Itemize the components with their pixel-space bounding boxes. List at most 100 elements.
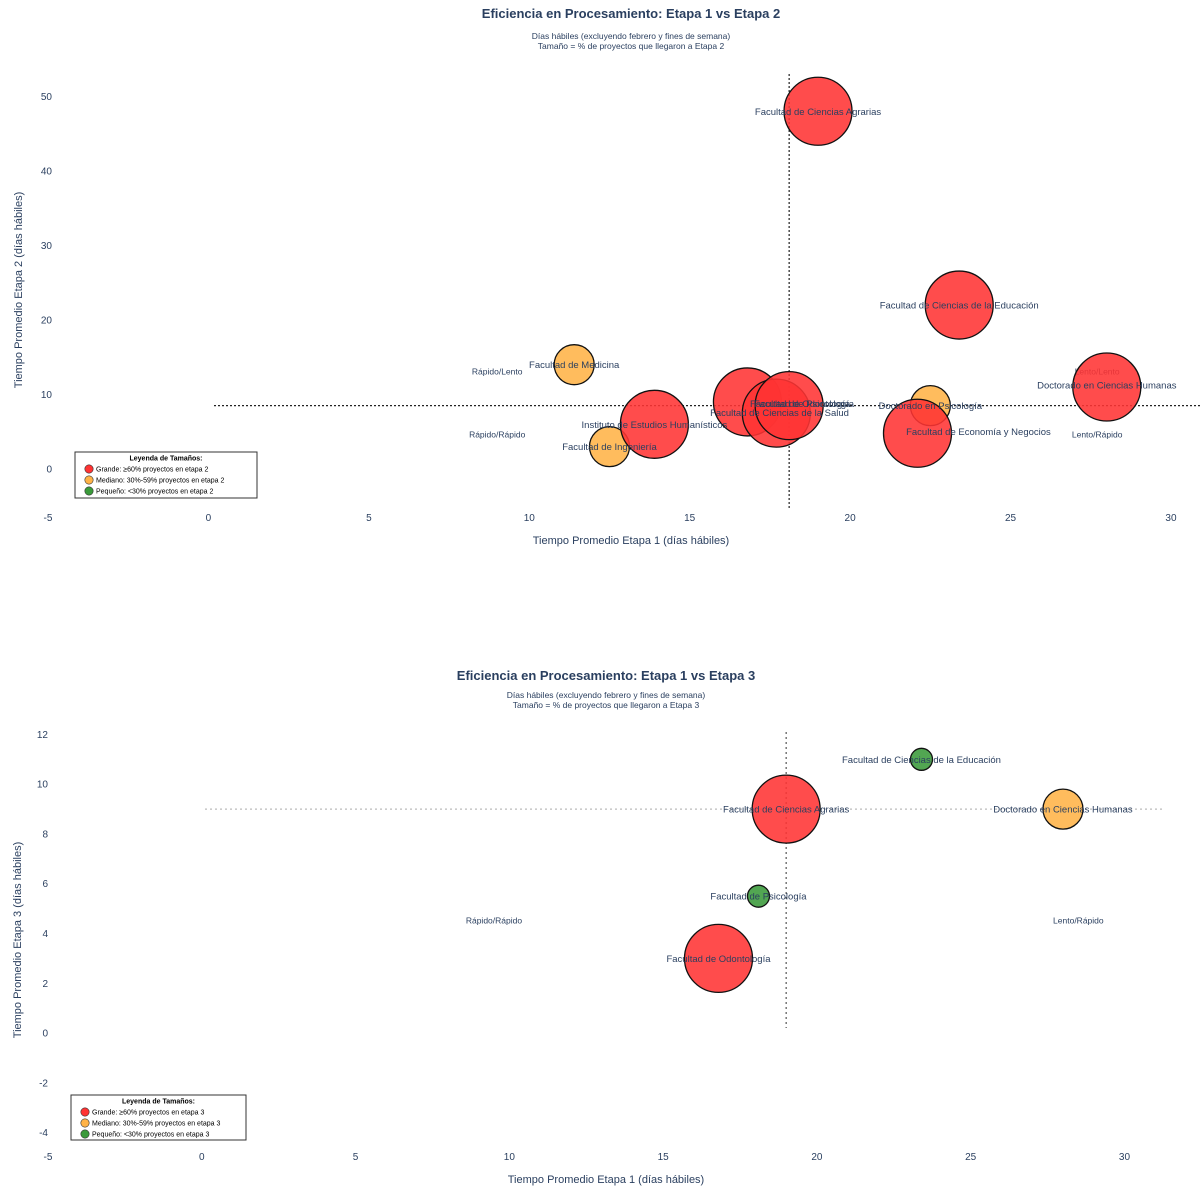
y-tick-label: 20 <box>41 315 53 326</box>
x-tick-label: 30 <box>1165 513 1177 524</box>
y-tick-label: 10 <box>37 780 49 791</box>
bubble-labels: Facultad de Ciencias Agrarias Facultad de… <box>529 107 1177 453</box>
bubble-point <box>882 398 953 468</box>
bubble-point <box>553 344 595 386</box>
chart-subtitle-line-2: Tamaño = % de proyectos que llegaron a E… <box>538 41 725 51</box>
bubbles <box>683 747 1084 994</box>
x-tick-label: 0 <box>199 1152 205 1163</box>
chart-subtitle-line-1: Días hábiles (excluyendo febrero y fines… <box>532 31 731 41</box>
y-tick-label: 2 <box>42 979 48 990</box>
x-tick-label: 10 <box>524 513 536 524</box>
chart-etapa1-vs-etapa3: Eficiencia en Procesamiento: Etapa 1 vs … <box>12 668 1165 1186</box>
bubble-label: Facultad de Ciencias de la Educación <box>880 301 1039 312</box>
bubble-point <box>924 270 994 340</box>
x-tick-label: 15 <box>658 1152 670 1163</box>
x-tick-label: 15 <box>684 513 696 524</box>
legend-item-label: Grande: ≥60% proyectos en etapa 3 <box>92 1110 205 1117</box>
legend-marker <box>80 1107 90 1117</box>
chart-subtitle-line-1: Días hábiles (excluyendo febrero y fines… <box>507 690 706 700</box>
x-tick-label: -5 <box>44 1152 53 1163</box>
y-tick-label: -4 <box>39 1128 48 1139</box>
x-tick-label: 0 <box>206 513 212 524</box>
legend-marker <box>80 1118 90 1128</box>
quadrant-label: Rápido/Rápido <box>469 430 526 440</box>
bubble-label: Facultad de Ciencias de la Salud <box>710 408 849 419</box>
legend-title: Leyenda de Tamaños: <box>129 456 202 463</box>
legend-marker <box>84 475 94 485</box>
bubble-point <box>746 884 771 908</box>
y-tick-label: 10 <box>41 390 53 401</box>
chart-title: Eficiencia en Procesamiento: Etapa 1 vs … <box>457 668 755 683</box>
chart-subtitle-line-2: Tamaño = % de proyectos que llegaron a E… <box>513 700 700 710</box>
y-tick-label: 50 <box>41 92 53 103</box>
x-tick-label: 30 <box>1119 1152 1131 1163</box>
x-tick-label: 5 <box>366 513 372 524</box>
reference-lines <box>214 74 1201 510</box>
y-tick-label: 8 <box>42 829 48 840</box>
bubble-point <box>1042 788 1084 830</box>
bubble-label: Doctorado en Ciencias Humanas <box>993 805 1133 816</box>
x-tick-label: 10 <box>504 1152 516 1163</box>
x-tick-label: 20 <box>845 513 857 524</box>
x-tick-label: 25 <box>965 1152 977 1163</box>
bubble-label: Facultad de Ciencias de la Educación <box>842 755 1001 766</box>
x-axis-title: Tiempo Promedio Etapa 1 (días hábiles) <box>533 535 729 547</box>
chart-title: Eficiencia en Procesamiento: Etapa 1 vs … <box>482 6 780 21</box>
quadrant-label: Lento/Rápido <box>1072 430 1123 440</box>
legend-box <box>74 451 258 499</box>
bubble-label: Doctorado en Psicología <box>879 401 983 412</box>
legend-item-label: Mediano: 30%-59% proyectos en etapa 3 <box>92 1121 221 1128</box>
y-tick-label: 0 <box>46 465 52 476</box>
bubble-label: Facultad de Odontología <box>750 399 855 410</box>
bubble-point <box>683 923 754 994</box>
legend-item-label: Grande: ≥60% proyectos en etapa 2 <box>96 467 209 474</box>
bubble-label: Facultad de Ingeniería <box>562 442 657 453</box>
bubble-point <box>783 76 853 146</box>
y-ticks: -4 -2 0 2 4 6 8 10 12 <box>37 730 49 1139</box>
quadrant-label: Lento/Rápido <box>1053 916 1104 926</box>
x-ticks: -5 0 5 10 15 20 25 30 <box>44 1152 1131 1163</box>
bubbles <box>553 76 1142 468</box>
y-axis-title: Tiempo Promedio Etapa 3 (días hábiles) <box>12 842 24 1038</box>
y-tick-label: 4 <box>42 929 48 940</box>
legend-marker <box>84 464 94 474</box>
legend-item-label: Mediano: 30%-59% proyectos en etapa 2 <box>96 478 225 485</box>
bubble-label: Facultad de Medicina <box>529 360 620 371</box>
x-tick-label: -5 <box>44 513 53 524</box>
bubble-label: Facultad de Ciencias Agrarias <box>755 107 881 118</box>
y-axis-title: Tiempo Promedio Etapa 2 (días hábiles) <box>13 192 25 388</box>
bubble-point <box>754 371 824 441</box>
bubble-point <box>751 774 821 844</box>
bubble-label: Facultad de Psicología <box>754 399 851 410</box>
quadrant-label: Rápido/Rápido <box>466 916 523 926</box>
y-tick-label: 0 <box>42 1029 48 1040</box>
bubble-labels: Facultad de Ciencias de la Educación Facu… <box>666 755 1132 965</box>
chart-etapa1-vs-etapa2: Eficiencia en Procesamiento: Etapa 1 vs … <box>13 6 1201 547</box>
legend-item-label: Pequeño: <30% proyectos en etapa 2 <box>96 489 213 496</box>
bubble-label: Facultad de Ciencias Agrarias <box>723 805 849 816</box>
bubble-point <box>1072 352 1142 422</box>
bubble-label: Facultad de Odontología <box>666 954 771 965</box>
size-legend: Leyenda de Tamaños: Grande: ≥60% proyecto… <box>70 1094 247 1141</box>
reference-lines <box>205 732 1165 1028</box>
y-tick-label: -2 <box>39 1078 48 1089</box>
legend-marker <box>84 486 94 496</box>
y-tick-label: 6 <box>42 879 48 890</box>
bubble-point <box>619 389 690 459</box>
bubble-point <box>909 747 934 771</box>
y-tick-label: 12 <box>37 730 49 741</box>
legend-item-label: Pequeño: <30% proyectos en etapa 3 <box>92 1132 209 1139</box>
legend-marker <box>80 1129 90 1139</box>
x-tick-label: 5 <box>353 1152 359 1163</box>
x-axis-title: Tiempo Promedio Etapa 1 (días hábiles) <box>508 1174 704 1186</box>
bubble-label: Facultad de Economía y Negocios <box>906 427 1051 438</box>
x-ticks: -5 0 5 10 15 20 25 30 <box>44 513 1177 524</box>
quadrant-label: Rápido/Lento <box>472 366 523 376</box>
x-tick-label: 25 <box>1005 513 1017 524</box>
quadrant-labels: Rápido/Rápido Lento/Rápido <box>466 916 1104 926</box>
y-tick-label: 40 <box>41 166 53 177</box>
size-legend: Leyenda de Tamaños: Grande: ≥60% proyecto… <box>74 451 258 499</box>
bubble-label: Facultad de Psicología <box>710 892 807 903</box>
x-tick-label: 20 <box>811 1152 823 1163</box>
